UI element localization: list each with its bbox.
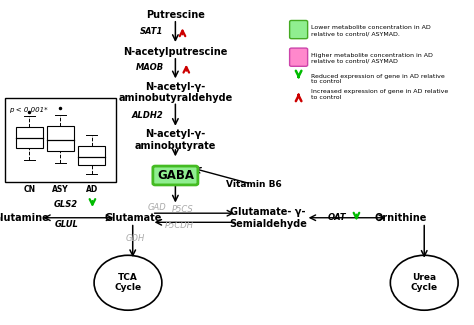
Bar [47,126,73,151]
Text: Vitamin B6: Vitamin B6 [226,180,282,189]
Text: TCA
Cycle: TCA Cycle [114,273,142,292]
Text: Urea
Cycle: Urea Cycle [410,273,438,292]
Ellipse shape [94,255,162,310]
Text: Reduced expression of gene in AD relative
to control: Reduced expression of gene in AD relativ… [311,73,445,84]
Text: SAT1: SAT1 [140,27,164,36]
Text: ALDH2: ALDH2 [132,111,164,120]
Text: Glutamine: Glutamine [0,213,50,223]
Text: OAT: OAT [328,213,346,222]
Text: GLUL: GLUL [55,220,78,229]
Text: GLS2: GLS2 [54,200,78,209]
Text: GAD: GAD [147,203,166,213]
Text: Increased expression of gene in AD relative
to control: Increased expression of gene in AD relat… [311,89,449,100]
FancyBboxPatch shape [153,166,198,185]
Text: Lower metabolite concentration in AD
relative to control/ ASYMAD.: Lower metabolite concentration in AD rel… [311,25,431,36]
Text: P5CDH: P5CDH [164,221,193,230]
Text: Ornithine: Ornithine [374,213,427,223]
Text: Putrescine: Putrescine [146,10,205,20]
Bar [5,98,116,182]
Text: ASY: ASY [52,185,69,194]
Bar [16,127,43,148]
Ellipse shape [390,255,458,310]
Bar [78,146,105,165]
Text: p < 0.001*: p < 0.001* [9,107,47,113]
FancyBboxPatch shape [290,20,308,39]
Text: P5CS: P5CS [172,205,193,214]
Text: MAOB: MAOB [136,63,164,72]
Text: N-acetylputrescine: N-acetylputrescine [123,47,228,57]
Text: Glutamate- γ-
Semialdehyde: Glutamate- γ- Semialdehyde [229,207,307,228]
Text: Higher metabolite concentration in AD
relative to control/ ASYMAD: Higher metabolite concentration in AD re… [311,53,433,64]
Text: N-acetyl-γ-
aminobutyrate: N-acetyl-γ- aminobutyrate [135,129,216,150]
Text: GABA: GABA [157,169,194,182]
Text: N-acetyl-γ-
aminobutyraldehyde: N-acetyl-γ- aminobutyraldehyde [118,82,233,103]
Text: AD: AD [85,185,98,194]
Text: Glutamate: Glutamate [104,213,162,223]
Text: GDH: GDH [125,234,145,243]
Text: CN: CN [23,185,35,194]
FancyBboxPatch shape [290,48,308,66]
